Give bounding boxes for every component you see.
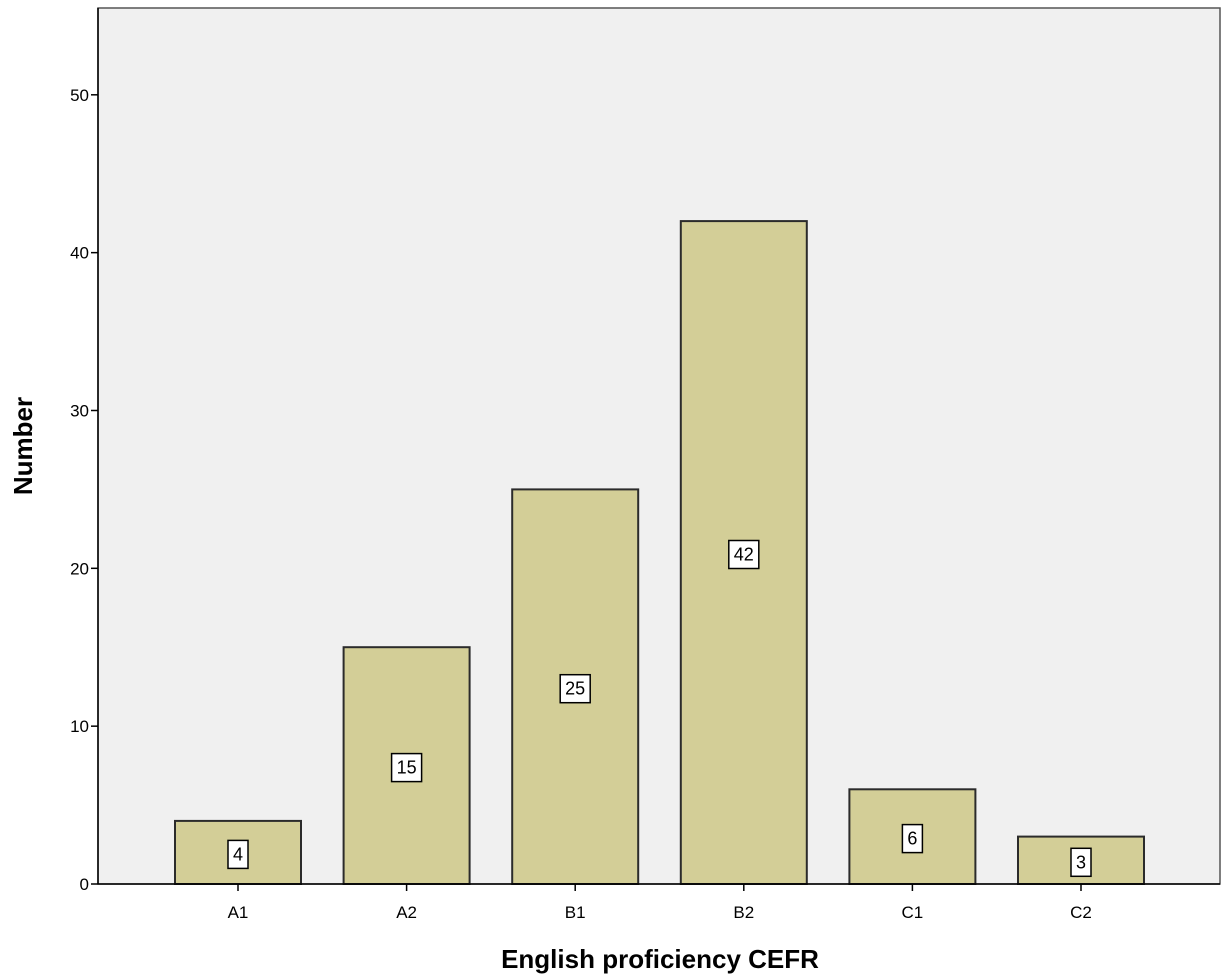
x-tick-label-a1: A1 xyxy=(228,903,249,922)
data-label-box-a2 xyxy=(390,752,423,783)
data-label-box-b2 xyxy=(728,539,760,570)
data-label-box-c1 xyxy=(901,823,924,854)
y-axis-title: Number xyxy=(8,397,38,495)
axes-layer xyxy=(97,8,1220,885)
ticks-layer: 0 10 20 30 40 50 A1 A2 B1 B2 C1 C2 xyxy=(70,86,1092,922)
y-tick-label-20: 20 xyxy=(70,559,89,578)
plot-area xyxy=(97,7,1221,885)
data-label-c2: 3 xyxy=(1076,852,1086,872)
data-label-box-a1 xyxy=(227,839,249,870)
x-axis-title: English proficiency CEFR xyxy=(501,944,819,974)
y-tick-label-40: 40 xyxy=(70,244,89,263)
y-tick-label-0: 0 xyxy=(80,875,89,894)
data-label-box-b1 xyxy=(559,673,591,704)
x-tick-label-a2: A2 xyxy=(396,903,417,922)
data-label-a1: 4 xyxy=(233,844,243,864)
data-label-b2: 42 xyxy=(734,545,754,565)
x-tick-label-c2: C2 xyxy=(1070,903,1092,922)
y-tick-label-50: 50 xyxy=(70,86,89,105)
x-tick-label-b2: B2 xyxy=(733,903,754,922)
data-label-b1: 25 xyxy=(565,679,585,699)
x-tick-label-c1: C1 xyxy=(902,903,924,922)
x-tick-label-b1: B1 xyxy=(565,903,586,922)
y-tick-label-30: 30 xyxy=(70,401,89,420)
y-tick-label-10: 10 xyxy=(70,717,89,736)
data-labels-layer: 4 15 25 42 6 3 xyxy=(227,539,1092,878)
data-label-c1: 6 xyxy=(907,829,917,849)
data-label-a2: 15 xyxy=(397,758,417,778)
data-label-box-c2 xyxy=(1070,847,1092,878)
